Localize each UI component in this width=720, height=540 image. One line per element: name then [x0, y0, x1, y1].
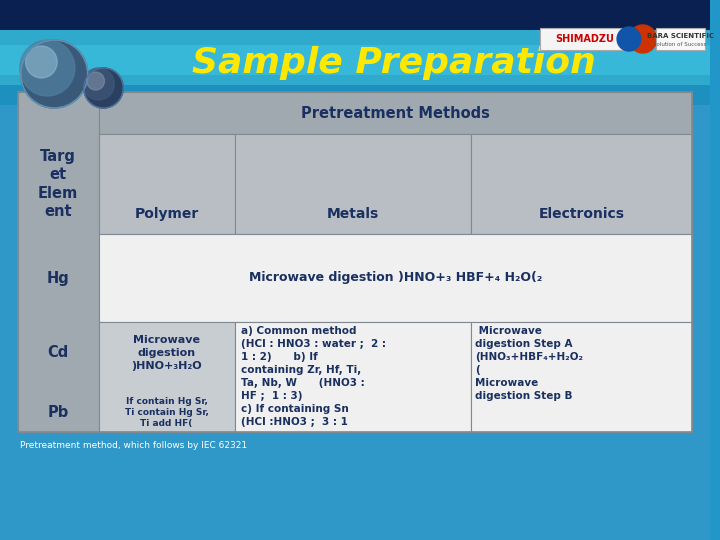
- Bar: [471, 322, 692, 432]
- Circle shape: [629, 25, 657, 53]
- Bar: [0, 30, 710, 85]
- Bar: [235, 322, 471, 432]
- Bar: [99, 322, 235, 432]
- Circle shape: [617, 27, 641, 51]
- Bar: [99, 134, 235, 234]
- Circle shape: [86, 72, 104, 90]
- Bar: [0, 105, 710, 540]
- Bar: [655, 28, 705, 50]
- Text: Microwave digestion )HNO+₃ HBF+₄ H₂O(₂: Microwave digestion )HNO+₃ HBF+₄ H₂O(₂: [248, 272, 542, 285]
- Bar: [18, 92, 692, 432]
- Text: Polymer: Polymer: [135, 207, 199, 221]
- Bar: [540, 28, 629, 50]
- Text: Cd: Cd: [48, 345, 69, 360]
- Text: Pb: Pb: [48, 404, 69, 420]
- Text: SHIMADZU: SHIMADZU: [555, 34, 614, 44]
- Text: Electronics: Electronics: [539, 207, 625, 221]
- Text: Sample Preparation: Sample Preparation: [192, 46, 596, 80]
- Text: If contain Hg Sr,
Ti contain Hg Sr,
Ti add HF(: If contain Hg Sr, Ti contain Hg Sr, Ti a…: [125, 396, 209, 428]
- Text: Microwave
digestion Step A
(HNO₃+HBF₄+H₂O₂
(
Microwave
digestion Step B: Microwave digestion Step A (HNO₃+HBF₄+H₂…: [475, 326, 583, 401]
- Bar: [235, 134, 471, 234]
- Text: a) Common method
(HCl : HNO3 : water ;  2 :
1 : 2)      b) If
containing Zr, Hf,: a) Common method (HCl : HNO3 : water ; 2…: [240, 326, 385, 427]
- Text: Metals: Metals: [327, 207, 379, 221]
- Circle shape: [84, 68, 123, 108]
- Circle shape: [19, 40, 75, 96]
- Text: Microwave
digestion
)HNO+₃H₂O: Microwave digestion )HNO+₃H₂O: [131, 335, 202, 371]
- Circle shape: [83, 68, 114, 100]
- Bar: [18, 92, 99, 432]
- Circle shape: [21, 40, 88, 108]
- Text: Pretreatment Methods: Pretreatment Methods: [301, 105, 490, 120]
- Text: Pretreatment method, which follows by IEC 62321: Pretreatment method, which follows by IE…: [19, 442, 247, 450]
- Text: BARA SCIENTIFIC: BARA SCIENTIFIC: [647, 33, 714, 39]
- Bar: [0, 30, 710, 110]
- Text: Hg: Hg: [47, 271, 70, 286]
- Bar: [99, 92, 692, 134]
- Text: Solution of Success: Solution of Success: [654, 43, 707, 48]
- Text: Targ
et
Elem
ent: Targ et Elem ent: [38, 148, 78, 219]
- Bar: [0, 45, 710, 75]
- Bar: [0, 0, 710, 30]
- Bar: [99, 234, 692, 322]
- Bar: [471, 134, 692, 234]
- Bar: [18, 92, 692, 432]
- Circle shape: [26, 46, 57, 78]
